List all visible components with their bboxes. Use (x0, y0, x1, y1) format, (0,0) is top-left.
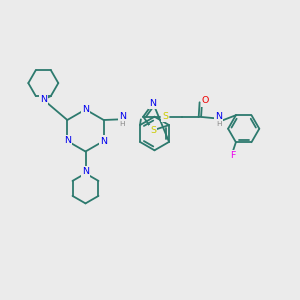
Text: S: S (162, 112, 168, 121)
Text: N: N (40, 95, 47, 104)
Text: O: O (202, 96, 209, 105)
Text: H: H (119, 121, 125, 127)
Text: N: N (82, 105, 89, 114)
Text: N: N (119, 112, 126, 121)
Text: H: H (216, 121, 221, 127)
Text: N: N (215, 112, 222, 121)
Text: N: N (100, 136, 107, 146)
Text: F: F (230, 151, 236, 160)
Text: N: N (64, 136, 71, 146)
Text: N: N (82, 167, 89, 176)
Text: N: N (150, 99, 157, 108)
Text: S: S (150, 126, 156, 135)
